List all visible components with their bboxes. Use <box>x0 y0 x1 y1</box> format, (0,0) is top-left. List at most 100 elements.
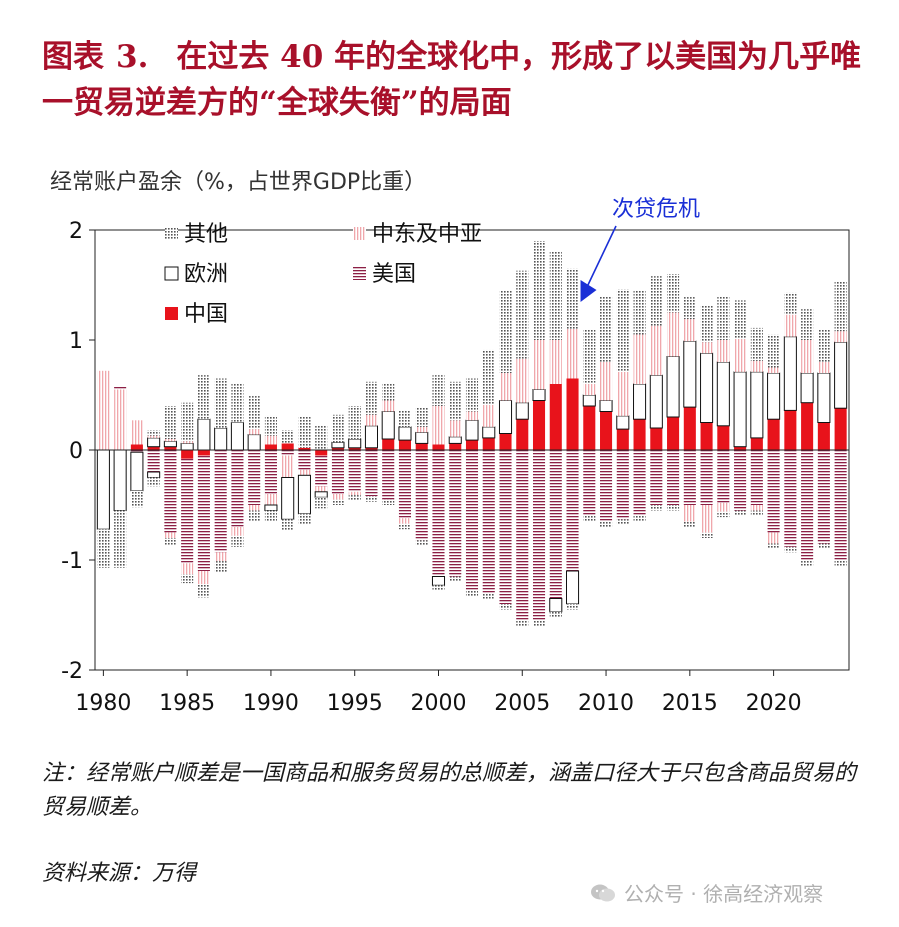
legend-label-other: 其他 <box>184 222 228 247</box>
bar-europe-positive <box>147 437 161 448</box>
bar-usa-negative <box>281 450 294 456</box>
bar-other-negative <box>398 523 412 530</box>
current-account-chart: -2 -1 0 1 2 1980 1985 1990 1995 2000 2005 2010 2015 2… <box>61 197 850 716</box>
bar-other-positive <box>600 296 613 362</box>
legend-swatch-other <box>165 227 178 240</box>
bar-usa-negative <box>516 450 529 621</box>
bar-middle_east-positive <box>516 358 529 403</box>
bar-middle_east-negative <box>197 571 210 585</box>
bar-other-negative <box>717 511 730 518</box>
title-text: 在过去 40 年的全球化中，形成了以美国为几乎唯一贸易逆差方的“全球失衡”的局面 <box>42 39 862 121</box>
bar-other-positive <box>465 378 479 412</box>
bar-other-negative <box>231 535 244 547</box>
bar-europe-negative <box>431 576 446 586</box>
bar-middle_east-positive <box>784 314 797 337</box>
bar-china-positive <box>465 440 479 450</box>
bar-usa-negative <box>616 450 629 520</box>
bar-china-positive <box>147 446 160 450</box>
bar-middle_east-positive <box>734 338 747 372</box>
bar-middle_east-negative <box>750 505 763 511</box>
bar-other-negative <box>650 505 663 511</box>
bar-middle_east-positive <box>97 370 110 450</box>
bar-other-negative <box>700 532 713 538</box>
y-tick-label: 1 <box>69 329 83 354</box>
bar-china-positive <box>583 406 596 450</box>
bar-europe-positive <box>214 427 228 451</box>
y-tick-label: 2 <box>69 219 83 244</box>
bar-usa-negative <box>214 450 227 553</box>
bar-other-negative <box>432 585 445 591</box>
bar-other-negative <box>834 560 847 566</box>
bar-europe-positive <box>180 442 194 451</box>
bar-china-positive <box>734 446 747 450</box>
bar-middle_east-positive <box>147 435 160 438</box>
bar-europe-positive <box>163 440 177 448</box>
bar-middle_east-positive <box>130 420 143 445</box>
bar-usa-negative <box>130 450 143 453</box>
bar-europe-positive <box>482 426 496 439</box>
bar-middle_east-positive <box>365 414 378 426</box>
bar-usa-negative <box>801 450 814 560</box>
bar-europe-negative <box>147 471 161 478</box>
x-tick-label: 1990 <box>243 691 299 716</box>
bar-china-positive <box>348 447 361 450</box>
bar-other-positive <box>147 430 160 436</box>
bar-usa-negative <box>583 450 596 516</box>
bar-other-positive <box>549 252 562 340</box>
bar-usa-positive <box>114 386 127 390</box>
bar-other-negative <box>197 584 210 598</box>
bar-other-positive <box>298 417 311 448</box>
bar-other-positive <box>181 402 194 442</box>
bar-europe-positive <box>247 434 261 451</box>
bar-europe-positive <box>817 372 831 423</box>
bar-usa-negative <box>683 450 696 505</box>
bar-middle_east-negative <box>700 505 713 533</box>
bar-other-positive <box>834 281 847 332</box>
bar-middle_east-negative <box>717 502 730 512</box>
watermark: 公众号 · 徐高经济观察 <box>590 878 823 907</box>
bar-usa-negative <box>315 455 328 487</box>
bar-other-positive <box>348 406 361 439</box>
bar-china-positive <box>616 429 629 450</box>
bar-china-positive <box>164 446 177 450</box>
bar-usa-negative <box>834 450 847 560</box>
bar-middle_east-positive <box>583 384 596 395</box>
bar-other-positive <box>248 396 261 430</box>
bar-europe-positive <box>783 336 797 411</box>
bar-middle_east-negative <box>214 552 227 562</box>
bar-china-positive <box>298 447 311 450</box>
bar-usa-negative <box>633 450 646 516</box>
bar-usa-negative <box>717 450 730 503</box>
bar-middle_east-positive <box>382 400 395 412</box>
bar-europe-positive <box>649 374 663 429</box>
bar-usa-negative <box>415 450 428 541</box>
bar-europe-positive <box>582 394 596 407</box>
bar-middle_east-positive <box>164 439 177 442</box>
title-label: 图表 <box>42 39 104 75</box>
bar-other-positive <box>197 375 210 420</box>
bar-europe-positive <box>800 372 814 404</box>
bar-other-negative <box>516 620 529 626</box>
chart-title: 图表 3. 在过去 40 年的全球化中，形成了以美国为几乎唯一贸易逆差方的“全球失衡… <box>42 34 882 126</box>
bar-china-positive <box>767 419 780 450</box>
bar-other-negative <box>817 543 830 549</box>
bar-other-positive <box>700 305 713 343</box>
bar-usa-negative <box>147 450 160 472</box>
bar-china-positive <box>415 443 428 450</box>
bar-other-negative <box>181 574 194 584</box>
bar-usa-negative <box>700 450 713 505</box>
bar-europe-positive <box>716 361 730 427</box>
bar-europe-positive <box>733 371 747 448</box>
legend-swatch-china <box>165 307 178 320</box>
bar-middle_east-negative <box>398 518 412 524</box>
bar-europe-positive <box>633 383 647 420</box>
bar-other-negative <box>130 490 143 508</box>
bar-other-negative <box>97 529 110 568</box>
bar-usa-negative <box>549 450 562 599</box>
bar-europe-positive <box>398 426 412 441</box>
bar-other-negative <box>214 561 227 573</box>
bar-europe-positive <box>465 419 479 441</box>
bar-china-positive <box>549 384 562 450</box>
bar-other-negative <box>616 519 629 525</box>
bar-europe-positive <box>230 422 244 451</box>
